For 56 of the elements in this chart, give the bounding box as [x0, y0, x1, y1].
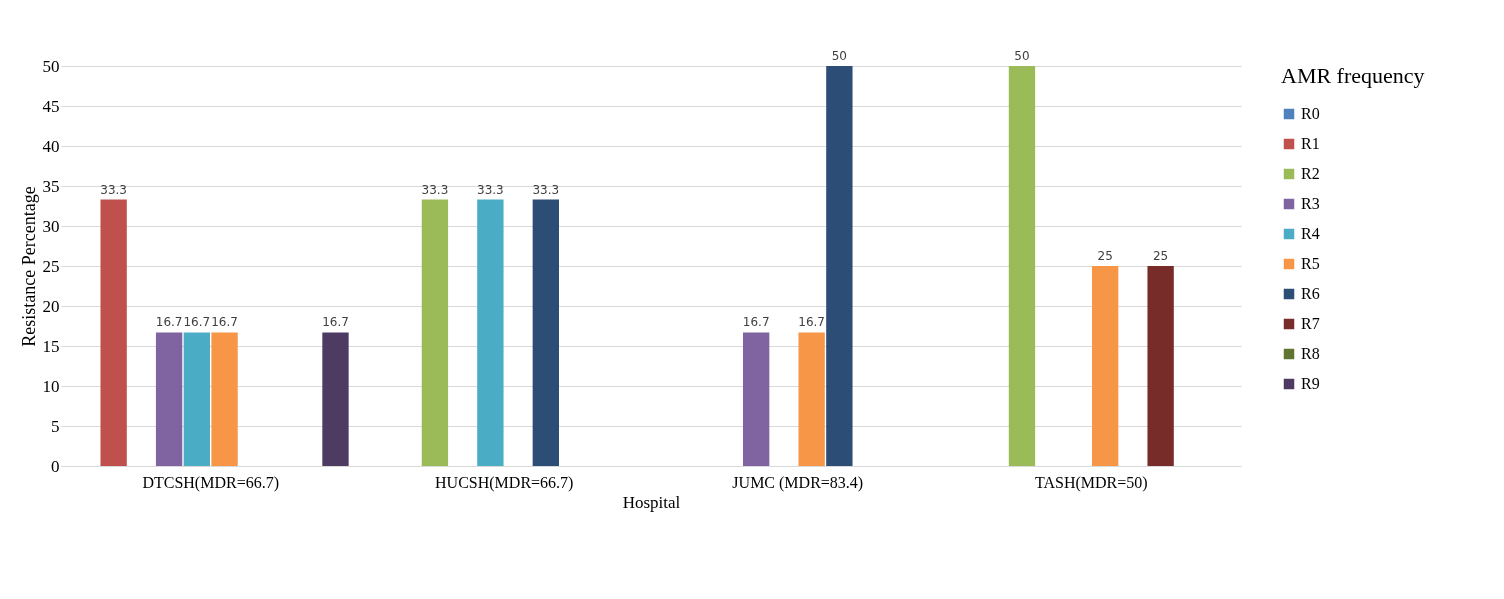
legend-label: R1: [1301, 135, 1320, 152]
data-label: 33.3: [421, 182, 449, 197]
bar: [322, 332, 349, 466]
y-tick-label: 50: [42, 56, 60, 76]
legend-label: R4: [1301, 225, 1320, 242]
bar: [826, 66, 853, 466]
bar: [155, 332, 183, 466]
y-tick-label: 20: [42, 296, 60, 316]
y-tick-label: 30: [42, 216, 60, 236]
x-tick-label: JUMC (MDR=83.4): [732, 473, 864, 492]
data-label: 50: [1014, 49, 1030, 63]
x-axis-title: Hospital: [622, 492, 681, 512]
legend-label: R8: [1301, 345, 1320, 362]
y-tick-label: 35: [42, 176, 60, 196]
x-tick-label: TASH(MDR=50): [1034, 473, 1148, 492]
data-label: 16.7: [742, 315, 770, 330]
data-label: 33.3: [532, 182, 560, 197]
y-tick-label: 10: [42, 376, 60, 396]
bar: [477, 199, 504, 466]
bar: [100, 199, 127, 466]
x-tick-label: HUCSH(MDR=66.7): [435, 473, 574, 492]
y-tick-label: 15: [42, 336, 60, 356]
x-tick-label: DTCSH(MDR=66.7): [142, 473, 279, 492]
bar: [1091, 266, 1119, 466]
data-label: 25: [1152, 249, 1169, 263]
data-label: 16.7: [322, 315, 349, 330]
bar: [1008, 66, 1036, 466]
bar: [1147, 266, 1174, 466]
data-label: 50: [831, 49, 847, 63]
data-label: 16.7: [211, 315, 238, 330]
legend-label: R9: [1301, 375, 1320, 392]
bar: [421, 199, 449, 466]
data-label: 16.7: [155, 315, 183, 330]
legend-label: R2: [1301, 165, 1320, 182]
y-tick-label: 45: [42, 96, 60, 116]
data-label: 33.3: [100, 182, 127, 197]
bar: [183, 332, 211, 466]
data-label: 16.7: [183, 315, 211, 330]
data-label: 16.7: [798, 315, 825, 330]
y-tick-label: 25: [42, 256, 60, 276]
y-tick-label: 5: [51, 416, 60, 436]
data-label: 33.3: [477, 182, 504, 197]
legend-title: AMR frequency: [1281, 63, 1425, 88]
data-label: 25: [1097, 249, 1113, 263]
y-tick-label: 40: [42, 136, 60, 156]
legend-label: R3: [1301, 195, 1320, 212]
bar: [798, 332, 825, 466]
legend-label: R0: [1301, 105, 1320, 122]
legend-label: R5: [1301, 255, 1320, 272]
bar: [743, 332, 770, 466]
legend-label: R7: [1301, 315, 1320, 332]
bar: [211, 332, 238, 466]
y-tick-label: 0: [51, 456, 60, 476]
legend-label: R6: [1301, 285, 1320, 302]
y-axis-title: Resistance Percentage: [18, 186, 39, 347]
bar: [532, 199, 559, 466]
